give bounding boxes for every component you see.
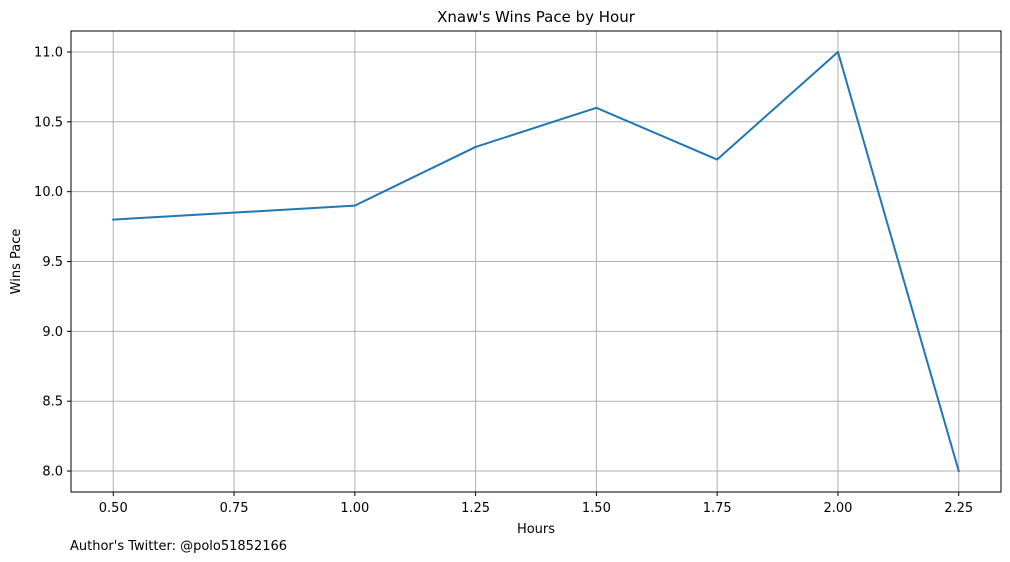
y-tick-label: 8.0 (42, 465, 63, 480)
data-point (836, 50, 839, 53)
data-point (112, 218, 115, 221)
chart-title: Xnaw's Wins Pace by Hour (437, 8, 636, 26)
x-axis-ticks: 0.50 0.75 1.00 1.25 1.50 1.75 2.00 2.25 (99, 492, 973, 516)
x-axis-label: Hours (517, 522, 555, 537)
grid-layer (71, 31, 1001, 492)
x-tick-label: 2.00 (823, 501, 852, 516)
y-tick-label: 10.5 (34, 115, 63, 130)
y-tick-label: 10.0 (34, 185, 63, 200)
y-tick-label: 9.0 (42, 325, 63, 340)
plot-frame (70, 30, 1002, 493)
x-tick-label: 1.25 (461, 501, 490, 516)
y-tick-label: 8.5 (42, 395, 63, 410)
data-point (595, 106, 598, 109)
series-layer (112, 50, 960, 473)
x-tick-label: 1.75 (703, 501, 732, 516)
data-point (474, 145, 477, 148)
x-tick-label: 1.50 (582, 501, 611, 516)
y-axis-label: Wins Pace (9, 229, 24, 295)
x-tick-label: 0.50 (99, 501, 128, 516)
author-twitter-credit: Author's Twitter: @polo51852166 (70, 539, 287, 554)
data-point (716, 158, 719, 161)
data-point (353, 204, 356, 207)
x-tick-label: 1.00 (340, 501, 369, 516)
y-tick-label: 9.5 (42, 255, 63, 270)
x-tick-label: 2.25 (944, 501, 973, 516)
y-tick-label: 11.0 (34, 45, 63, 60)
data-point (957, 470, 960, 473)
y-axis-ticks: 8.0 8.5 9.0 9.5 10.0 10.5 11.0 (34, 45, 71, 480)
x-tick-label: 0.75 (220, 501, 249, 516)
